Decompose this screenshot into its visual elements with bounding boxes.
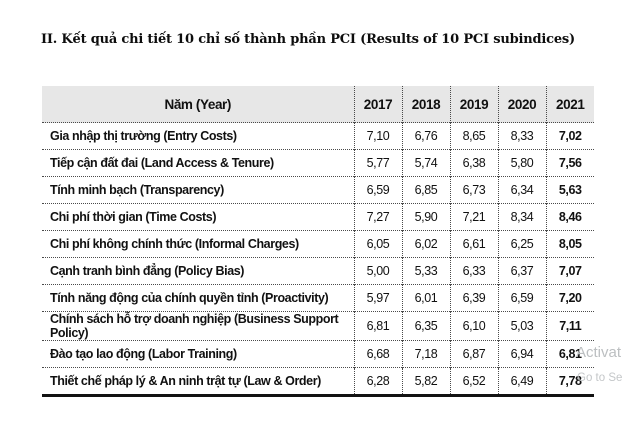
- cell-value: 6,81: [545, 340, 594, 368]
- row-label: Gia nhập thị trường (Entry Costs): [42, 122, 354, 150]
- cell-value: 6,25: [497, 230, 546, 258]
- pci-subindices-table: Năm (Year) 2017 2018 2019 2020 2021 Gia …: [42, 86, 594, 397]
- row-label: Chi phí không chính thức (Informal Charg…: [42, 230, 354, 258]
- cell-value: 6,10: [449, 311, 498, 341]
- cell-value: 5,03: [497, 311, 546, 341]
- column-header-2018: 2018: [401, 86, 450, 123]
- cell-value: 7,11: [545, 311, 594, 341]
- table-row: Gia nhập thị trường (Entry Costs) 7,10 6…: [42, 122, 594, 150]
- cell-value: 7,27: [353, 203, 402, 231]
- table-row: Thiết chế pháp lý & An ninh trật tự (Law…: [42, 367, 594, 396]
- row-label: Tính năng động của chính quyền tỉnh (Pro…: [42, 284, 354, 312]
- cell-value: 8,05: [545, 230, 594, 258]
- cell-value: 5,63: [545, 176, 594, 204]
- cell-value: 5,80: [497, 149, 546, 177]
- cell-value: 6,05: [353, 230, 402, 258]
- cell-value: 6,52: [449, 367, 498, 396]
- cell-value: 6,87: [449, 340, 498, 368]
- table-row: Tính năng động của chính quyền tỉnh (Pro…: [42, 284, 594, 312]
- cell-value: 8,65: [449, 122, 498, 150]
- cell-value: 6,02: [401, 230, 450, 258]
- cell-value: 6,38: [449, 149, 498, 177]
- column-header-year-label: Năm (Year): [42, 86, 354, 123]
- table-row: Tính minh bạch (Transparency) 6,59 6,85 …: [42, 176, 594, 204]
- table-row: Chi phí thời gian (Time Costs) 7,27 5,90…: [42, 203, 594, 231]
- row-label: Chính sách hỗ trợ doanh nghiệp (Business…: [42, 311, 354, 341]
- table-row: Đào tạo lao động (Labor Training) 6,68 7…: [42, 340, 594, 368]
- cell-value: 6,28: [353, 367, 402, 396]
- cell-value: 6,81: [353, 311, 402, 341]
- cell-value: 6,37: [497, 257, 546, 285]
- cell-value: 6,01: [401, 284, 450, 312]
- cell-value: 5,00: [353, 257, 402, 285]
- table-row: Chính sách hỗ trợ doanh nghiệp (Business…: [42, 311, 594, 341]
- cell-value: 6,85: [401, 176, 450, 204]
- cell-value: 6,33: [449, 257, 498, 285]
- cell-value: 8,33: [497, 122, 546, 150]
- row-label: Thiết chế pháp lý & An ninh trật tự (Law…: [42, 367, 354, 396]
- cell-value: 8,46: [545, 203, 594, 231]
- table-row: Cạnh tranh bình đẳng (Policy Bias) 5,00 …: [42, 257, 594, 285]
- row-label: Đào tạo lao động (Labor Training): [42, 340, 354, 368]
- table-row: Tiếp cận đất đai (Land Access & Tenure) …: [42, 149, 594, 177]
- cell-value: 6,34: [497, 176, 546, 204]
- cell-value: 7,21: [449, 203, 498, 231]
- cell-value: 6,35: [401, 311, 450, 341]
- cell-value: 7,10: [353, 122, 402, 150]
- cell-value: 6,61: [449, 230, 498, 258]
- cell-value: 5,97: [353, 284, 402, 312]
- cell-value: 7,78: [545, 367, 594, 396]
- cell-value: 7,07: [545, 257, 594, 285]
- cell-value: 6,76: [401, 122, 450, 150]
- cell-value: 5,74: [401, 149, 450, 177]
- column-header-2021: 2021: [545, 86, 594, 123]
- cell-value: 7,20: [545, 284, 594, 312]
- cell-value: 6,94: [497, 340, 546, 368]
- page-title: II. Kết quả chi tiết 10 chỉ số thành phầ…: [41, 32, 575, 47]
- row-label: Cạnh tranh bình đẳng (Policy Bias): [42, 257, 354, 285]
- table-row: Chi phí không chính thức (Informal Charg…: [42, 230, 594, 258]
- cell-value: 6,73: [449, 176, 498, 204]
- column-header-2017: 2017: [353, 86, 402, 123]
- go-to-settings-watermark: Go to Se: [577, 372, 623, 384]
- cell-value: 6,68: [353, 340, 402, 368]
- column-header-2020: 2020: [497, 86, 546, 123]
- cell-value: 6,59: [353, 176, 402, 204]
- row-label: Tiếp cận đất đai (Land Access & Tenure): [42, 149, 354, 177]
- row-label: Tính minh bạch (Transparency): [42, 176, 354, 204]
- cell-value: 6,49: [497, 367, 546, 396]
- row-label: Chi phí thời gian (Time Costs): [42, 203, 354, 231]
- column-header-2019: 2019: [449, 86, 498, 123]
- activate-windows-watermark: Activat: [576, 344, 622, 361]
- cell-value: 6,59: [497, 284, 546, 312]
- cell-value: 6,39: [449, 284, 498, 312]
- cell-value: 5,82: [401, 367, 450, 396]
- cell-value: 7,18: [401, 340, 450, 368]
- cell-value: 7,56: [545, 149, 594, 177]
- table-header-row: Năm (Year) 2017 2018 2019 2020 2021: [42, 86, 594, 123]
- cell-value: 8,34: [497, 203, 546, 231]
- cell-value: 5,77: [353, 149, 402, 177]
- cell-value: 5,90: [401, 203, 450, 231]
- cell-value: 7,02: [545, 122, 594, 150]
- cell-value: 5,33: [401, 257, 450, 285]
